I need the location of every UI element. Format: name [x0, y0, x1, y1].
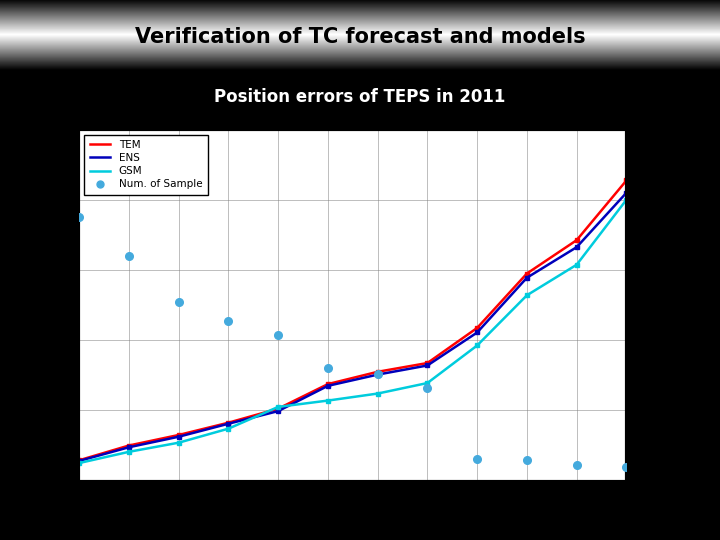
Text: Verification of TC forecast and models: Verification of TC forecast and models: [135, 26, 585, 46]
X-axis label: Forecast Time (hour): Forecast Time (hour): [288, 510, 418, 523]
Y-axis label: No. of Samples: No. of Samples: [673, 261, 686, 349]
Y-axis label: Positional Error (km): Positional Error (km): [21, 245, 34, 366]
Legend: TEM, ENS, GSM, Num. of Sample: TEM, ENS, GSM, Num. of Sample: [84, 135, 207, 194]
Text: Position errors of TEPS in 2011: Position errors of TEPS in 2011: [215, 88, 505, 106]
